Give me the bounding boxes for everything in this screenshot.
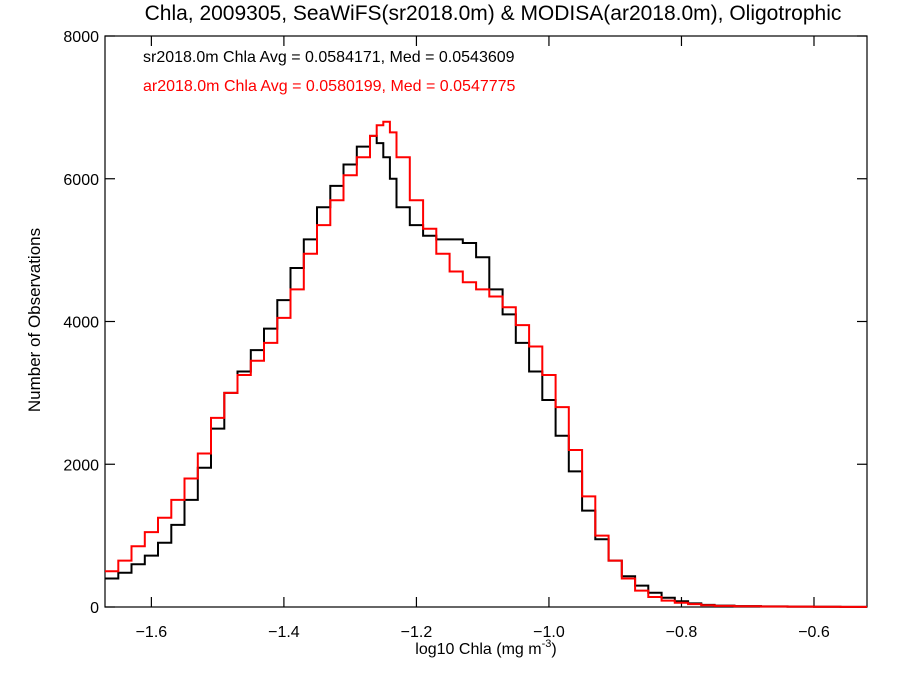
x-tick-label: −0.6 [798, 624, 830, 641]
plot-axes: −1.6 −1.4 −1.2 −1.0 −0.8 −0.6 0 2000 4000 6000 800… [63, 29, 868, 641]
x-tick-label: −1.6 [136, 624, 168, 641]
y-tick-label: 8000 [63, 29, 99, 46]
x-tick-label: −1.0 [533, 624, 565, 641]
chart-title: Chla, 2009305, SeaWiFS(sr2018.0m) & MODI… [145, 2, 842, 25]
x-axis-label-main: log10 Chla (mg m [415, 641, 541, 658]
legend-entry-sr2018: sr2018.0m Chla Avg = 0.0584171, Med = 0.… [143, 49, 515, 66]
x-axis-label-sup: -3 [542, 638, 552, 650]
y-tick-label: 4000 [63, 315, 99, 332]
x-tick-label: −0.8 [666, 624, 698, 641]
y-tick-label: 2000 [63, 457, 99, 474]
y-axis-label: Number of Observations [25, 228, 44, 412]
y-tick-label: 0 [90, 600, 99, 617]
legend-entry-ar2018: ar2018.0m Chla Avg = 0.0580199, Med = 0.… [143, 78, 516, 95]
plot-frame [104, 35, 868, 608]
x-tick-label: −1.2 [401, 624, 433, 641]
x-axis-label-close: ) [551, 641, 556, 658]
x-tick-label: −1.4 [268, 624, 300, 641]
y-tick-label: 6000 [63, 172, 99, 189]
series-ar2018-line [105, 120, 867, 608]
plot-area [105, 120, 867, 608]
series-sr2018-line [105, 134, 867, 608]
x-axis-label: log10 Chla (mg m-3) [415, 638, 556, 658]
